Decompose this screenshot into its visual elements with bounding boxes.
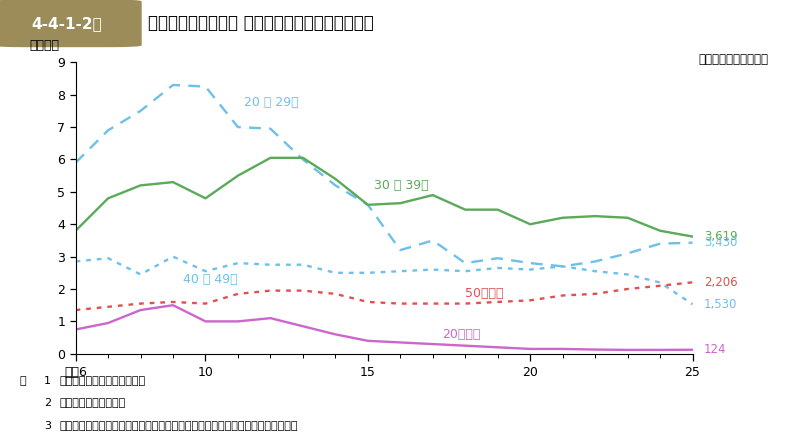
Text: 50歳以上: 50歳以上 [465,287,504,300]
Text: 3: 3 [44,421,51,430]
Text: 犯行時の年齢による。: 犯行時の年齢による。 [60,398,126,408]
Text: 警察庁刑事局の資料による。: 警察庁刑事局の資料による。 [60,376,146,386]
Text: （平成６年～２５年）: （平成６年～２５年） [698,53,768,65]
Text: 覚せい劑に係る麿薬特例法違反の検挙人員を含み，警察が検挙した人員に限る。: 覚せい劑に係る麿薬特例法違反の検挙人員を含み，警察が検挙した人員に限る。 [60,421,298,430]
Text: （千人）: （千人） [29,39,60,52]
Text: 2,206: 2,206 [704,276,738,289]
Text: 1,530: 1,530 [704,298,737,311]
Text: 3,619: 3,619 [704,230,738,243]
Text: 20 ～ 29歳: 20 ～ 29歳 [244,96,299,109]
Text: 2: 2 [44,398,51,408]
Text: 4-4-1-2図: 4-4-1-2図 [32,16,102,31]
Text: 20歳未満: 20歳未満 [443,328,481,341]
Text: 注: 注 [20,376,26,386]
Text: 124: 124 [704,343,727,356]
Text: 40 ～ 49歳: 40 ～ 49歳 [183,273,237,286]
Text: 1: 1 [44,376,51,386]
FancyBboxPatch shape [0,0,142,47]
Text: 3,430: 3,430 [704,236,737,249]
Text: 30 ～ 39歳: 30 ～ 39歳 [374,178,429,192]
Text: 覚せい劑取締法違反 検挙人員の推移（年齢層別）: 覚せい劑取締法違反 検挙人員の推移（年齢層別） [148,14,374,32]
